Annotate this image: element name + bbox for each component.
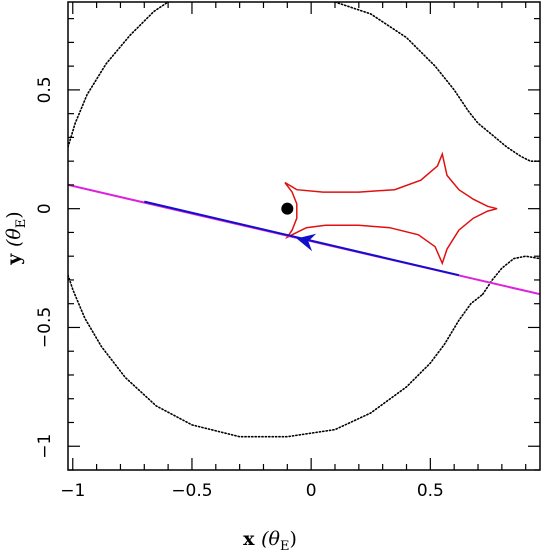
trajectory-direction-arrow [296,233,317,252]
x-tick-label: 0 [306,481,317,501]
y-axis-label-close: ) [3,211,25,218]
y-axis-label-main: y [3,253,25,266]
x-tick-label: 0.5 [417,481,444,501]
y-axis-label: y (θE) [3,211,29,265]
x-axis-label-theta: (θ [261,528,280,550]
ticks [68,2,540,471]
plot-frame [67,1,541,471]
y-axis-label-sub: E [14,219,29,229]
lens-position-marker [281,202,294,215]
caustic-curve [284,151,498,266]
x-tick-label: −1 [60,481,85,501]
axes-frame [67,1,541,471]
y-tick-label: 0.5 [35,76,55,103]
x-axis-label-sub: E [280,539,290,554]
critical-curve-right-upper [334,2,540,162]
x-tick-label: −0.5 [171,481,212,501]
tick-labels: −1 −0.5 0 0.5 −1 −0.5 0 0.5 [35,76,444,501]
x-axis-label-close: ) [289,528,296,550]
y-tick-label: −0.5 [35,307,55,348]
plot-area [68,2,540,438]
y-axis-label-theta: (θ [3,228,25,247]
x-axis-label-main: x [243,528,255,550]
y-tick-label: 0 [35,203,55,214]
critical-curve-main-top [68,2,169,148]
critical-curve-main [68,274,484,438]
plot-inner [68,2,540,438]
x-axis-label: x (θE) [243,528,297,554]
y-tick-label: −1 [35,434,55,459]
